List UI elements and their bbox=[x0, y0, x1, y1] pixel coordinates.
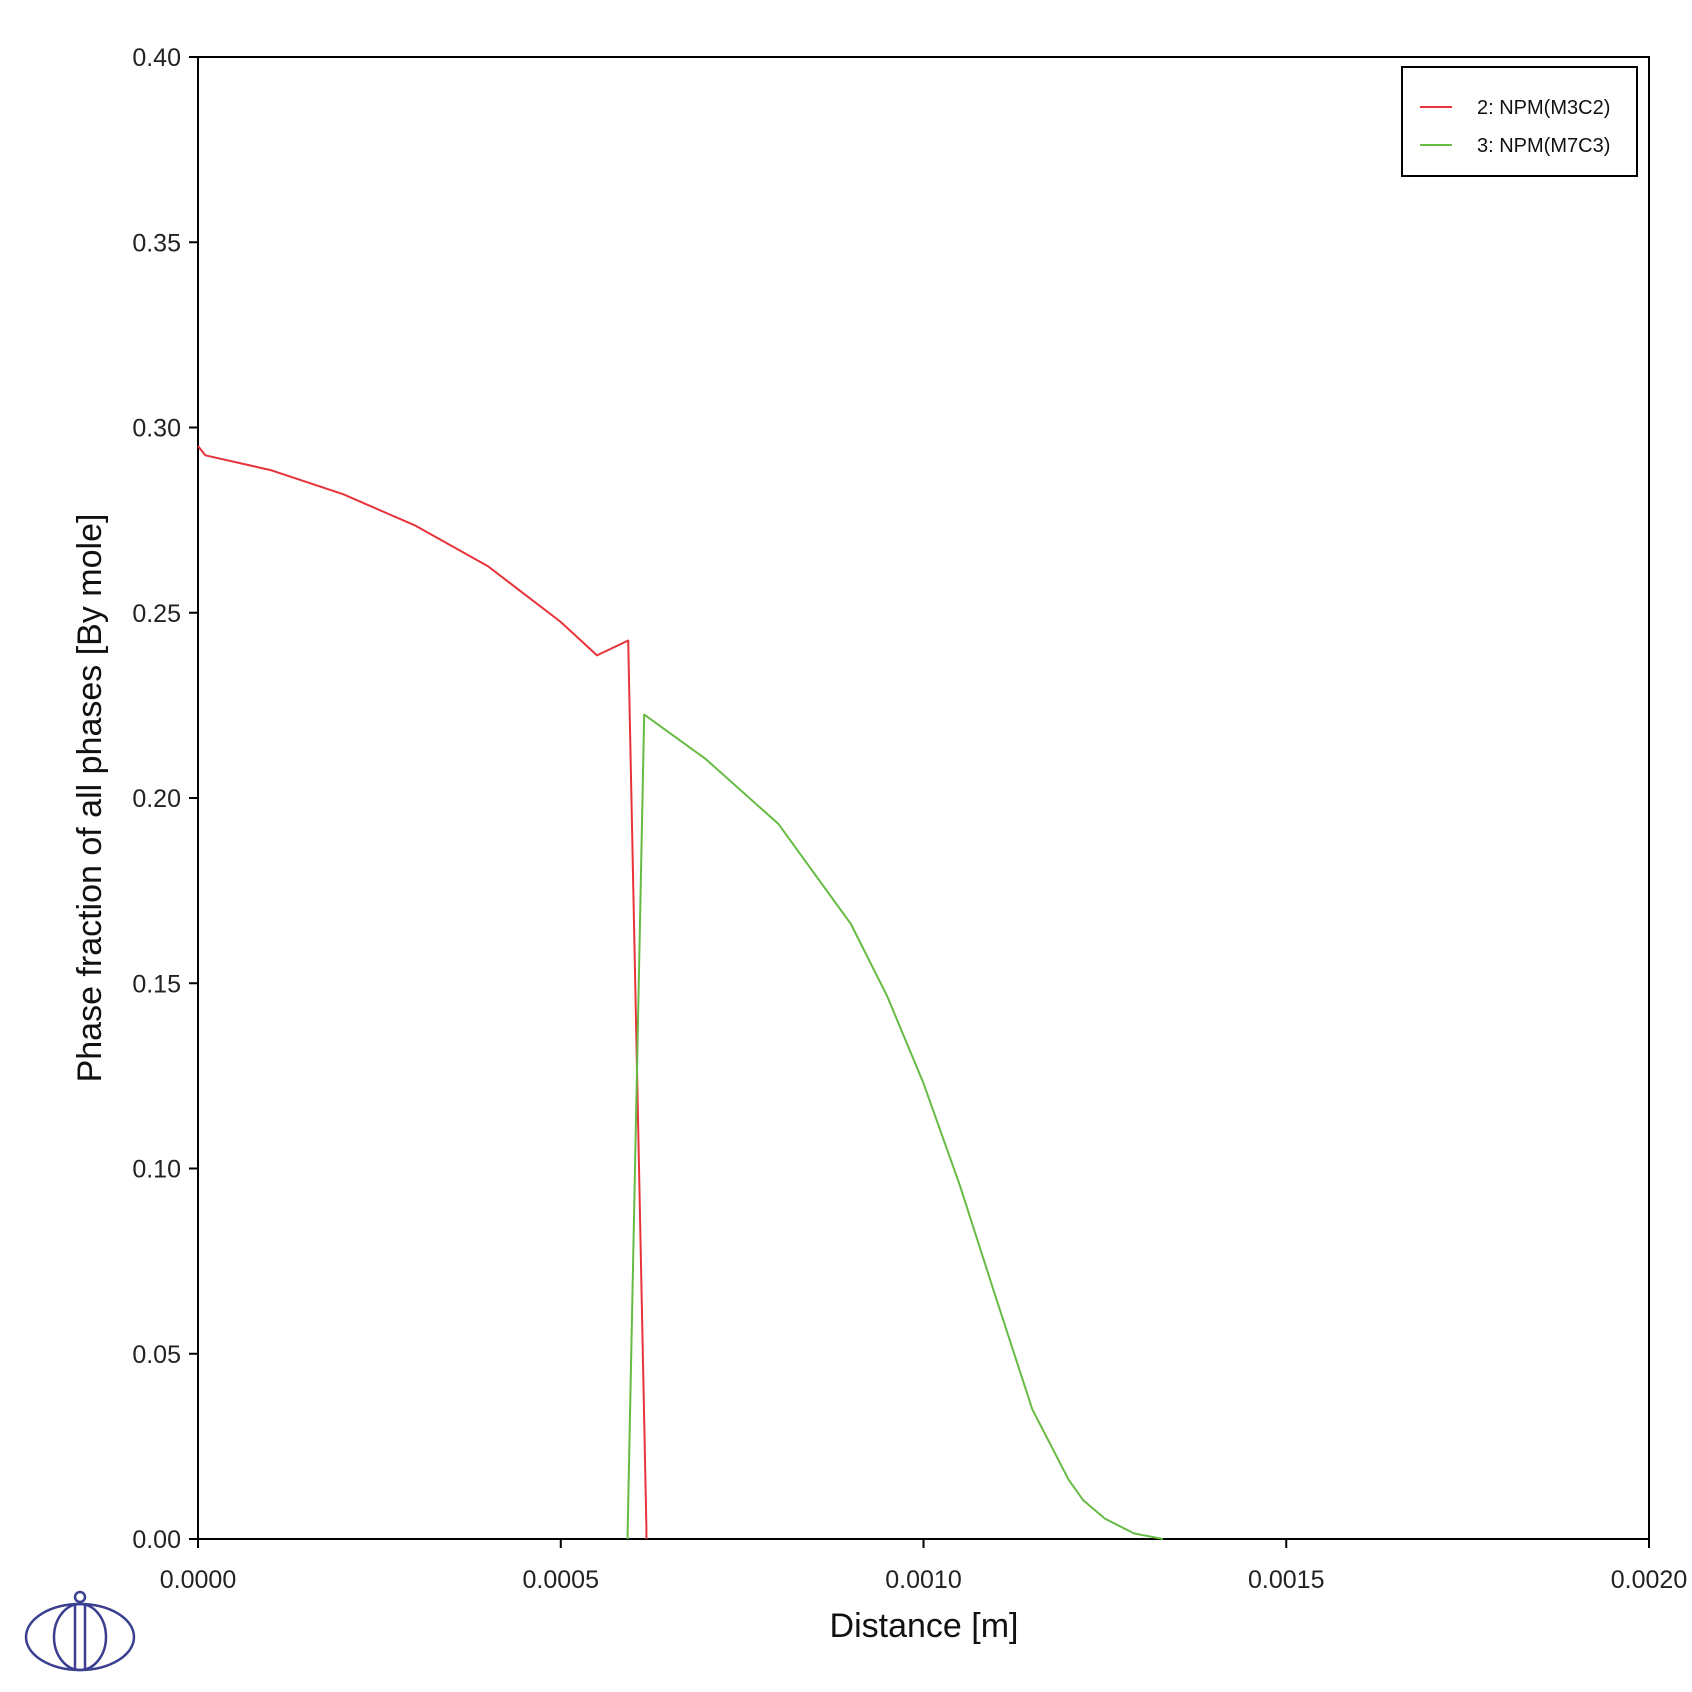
x-tick-label: 0.0010 bbox=[885, 1566, 961, 1594]
y-tick-label: 0.05 bbox=[132, 1341, 181, 1369]
logo-outer-ellipse bbox=[24, 1602, 136, 1672]
y-tick-label: 0.20 bbox=[132, 785, 181, 813]
x-tick-label: 0.0020 bbox=[1611, 1566, 1687, 1594]
y-axis: 0.00 0.05 0.10 0.15 0.20 0.25 0.30 0.35 0.40 bbox=[132, 44, 198, 1554]
legend: 2: NPM(M3C2) 3: NPM(M7C3) bbox=[1401, 66, 1638, 177]
logo-dot bbox=[73, 1590, 87, 1604]
series-line-m3c2 bbox=[197, 445, 648, 1539]
y-tick-label: 0.00 bbox=[132, 1526, 181, 1554]
series-layer bbox=[197, 445, 1164, 1540]
legend-label-m7c3: 3: NPM(M7C3) bbox=[1477, 135, 1610, 157]
y-tick-label: 0.15 bbox=[132, 970, 181, 998]
y-axis-title: Phase fraction of all phases [By mole] bbox=[71, 514, 109, 1083]
y-tick-label: 0.35 bbox=[132, 229, 181, 257]
legend-box bbox=[1401, 66, 1638, 177]
x-axis-title: Distance [m] bbox=[830, 1607, 1019, 1645]
logo-inner-ellipse bbox=[52, 1602, 108, 1672]
thermo-calc-logo bbox=[24, 1590, 136, 1672]
plot-area bbox=[197, 56, 1650, 1540]
series-line-m7c3 bbox=[626, 713, 1164, 1540]
y-tick-label: 0.40 bbox=[132, 44, 181, 72]
y-tick-label: 0.30 bbox=[132, 415, 181, 443]
x-tick-label: 0.0015 bbox=[1248, 1566, 1324, 1594]
x-axis: 0.0000 0.0005 0.0010 0.0015 0.0020 bbox=[160, 1539, 1687, 1594]
x-tick-label: 0.0005 bbox=[523, 1566, 599, 1594]
y-tick-label: 0.10 bbox=[132, 1156, 181, 1184]
x-tick-label: 0.0000 bbox=[160, 1566, 236, 1594]
legend-label-m3c2: 2: NPM(M3C2) bbox=[1477, 97, 1610, 119]
y-tick-label: 0.25 bbox=[132, 600, 181, 628]
